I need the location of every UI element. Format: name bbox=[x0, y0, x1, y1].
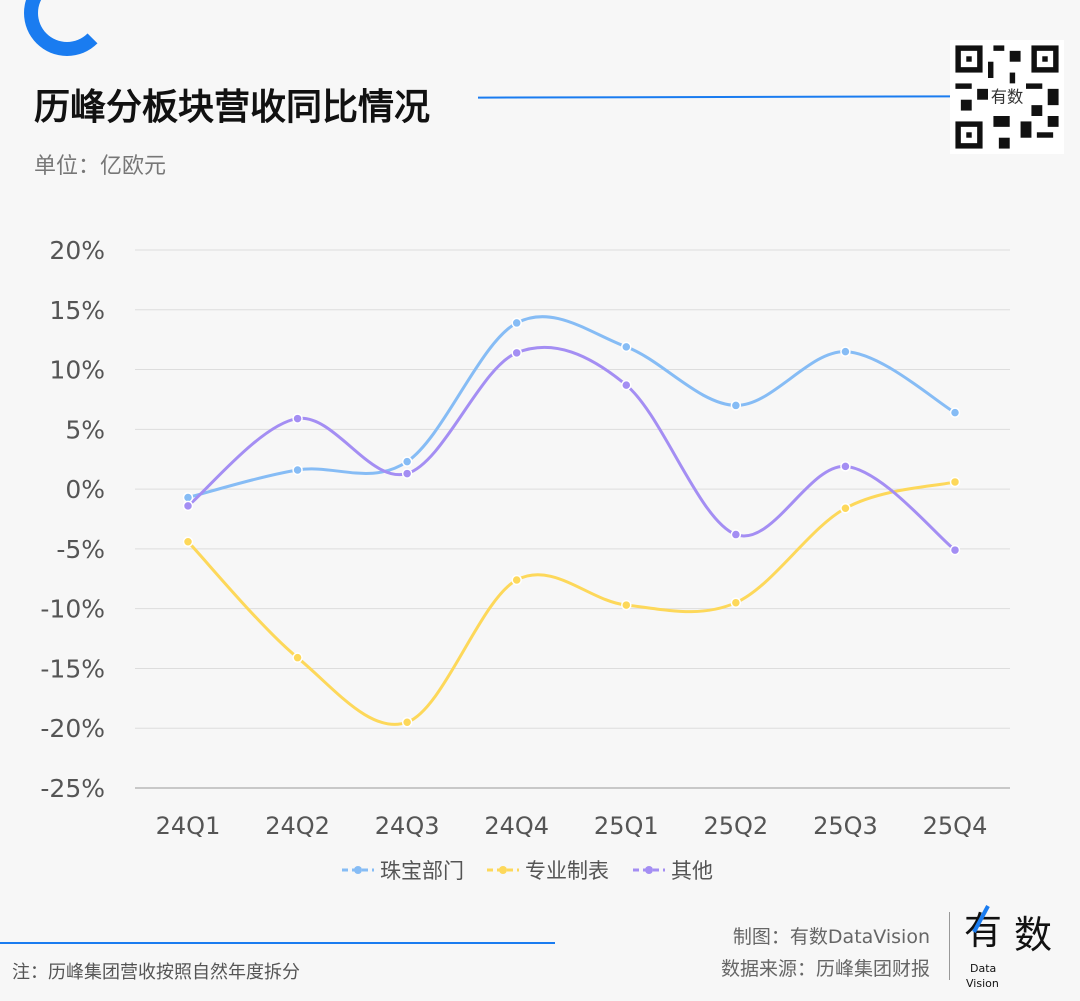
data-point bbox=[621, 599, 632, 611]
line-chart: 20% 15% 10% 5% 0% -5% -10% -15% -20% -25% 24Q1 24Q2… bbox=[40, 236, 1010, 883]
y-tick-label: 0% bbox=[65, 475, 105, 504]
svg-text:Data: Data bbox=[970, 962, 996, 975]
legend-label: 其他 bbox=[671, 859, 713, 883]
y-tick-label: -20% bbox=[40, 714, 105, 743]
data-point bbox=[840, 461, 851, 472]
data-point bbox=[292, 464, 303, 476]
y-tick-label: -10% bbox=[40, 595, 105, 624]
qr-code: 有数 bbox=[950, 40, 1064, 154]
y-tick-label: 5% bbox=[65, 415, 105, 444]
x-tick-label: 25Q1 bbox=[594, 812, 659, 840]
data-point bbox=[292, 413, 303, 424]
series-line-1 bbox=[186, 480, 956, 726]
x-tick-label: 24Q1 bbox=[156, 812, 221, 840]
made-by: 制图：有数DataVision bbox=[732, 926, 930, 948]
data-point bbox=[621, 341, 632, 353]
footer-divider bbox=[0, 942, 555, 944]
series-line-2 bbox=[187, 345, 956, 552]
x-tick-label: 24Q3 bbox=[375, 812, 440, 840]
data-point bbox=[949, 476, 961, 488]
y-tick-label: -15% bbox=[40, 654, 105, 683]
y-tick-label: 15% bbox=[49, 296, 105, 325]
data-point bbox=[621, 379, 632, 391]
unit-label: 单位：亿欧元 bbox=[34, 154, 167, 179]
footer-separator bbox=[949, 912, 950, 980]
legend-label: 珠宝部门 bbox=[380, 859, 464, 883]
x-tick-label: 24Q4 bbox=[484, 812, 549, 840]
data-point bbox=[840, 346, 851, 357]
y-tick-label: 10% bbox=[49, 356, 105, 385]
svg-text:Vision: Vision bbox=[966, 977, 999, 990]
data-point bbox=[840, 502, 851, 514]
data-point bbox=[401, 716, 413, 728]
data-source: 数据来源：历峰集团财报 bbox=[720, 958, 930, 980]
legend-label: 专业制表 bbox=[525, 859, 609, 883]
data-point bbox=[401, 456, 413, 467]
legend-marker bbox=[499, 866, 507, 874]
svg-text:有数: 有数 bbox=[991, 87, 1024, 106]
data-point bbox=[292, 652, 303, 663]
datavision-logo: 有 数 Data Vision bbox=[964, 905, 1052, 990]
footnote: 注：历峰集团营收按照自然年度拆分 bbox=[12, 962, 300, 983]
data-point bbox=[511, 317, 522, 329]
data-point bbox=[511, 574, 522, 586]
data-point bbox=[182, 536, 194, 547]
y-tick-label: -25% bbox=[40, 774, 105, 803]
x-tick-label: 25Q4 bbox=[923, 812, 988, 840]
y-tick-label: 20% bbox=[49, 236, 105, 265]
data-point bbox=[949, 544, 961, 556]
legend-marker bbox=[354, 866, 362, 874]
data-point bbox=[949, 407, 961, 418]
data-point bbox=[730, 597, 742, 608]
data-point bbox=[511, 347, 522, 359]
svg-text:数: 数 bbox=[1014, 913, 1052, 957]
x-tick-label: 24Q2 bbox=[265, 812, 330, 840]
series-line-0 bbox=[187, 315, 956, 499]
legend-marker bbox=[645, 866, 653, 874]
y-tick-label: -5% bbox=[56, 535, 105, 564]
data-point bbox=[730, 400, 742, 411]
data-point bbox=[730, 529, 742, 540]
data-point bbox=[182, 500, 194, 512]
x-tick-label: 25Q3 bbox=[813, 812, 878, 840]
x-tick-label: 25Q2 bbox=[704, 812, 769, 840]
page-title: 历峰分板块营收同比情况 bbox=[34, 87, 431, 128]
data-point bbox=[401, 468, 413, 479]
